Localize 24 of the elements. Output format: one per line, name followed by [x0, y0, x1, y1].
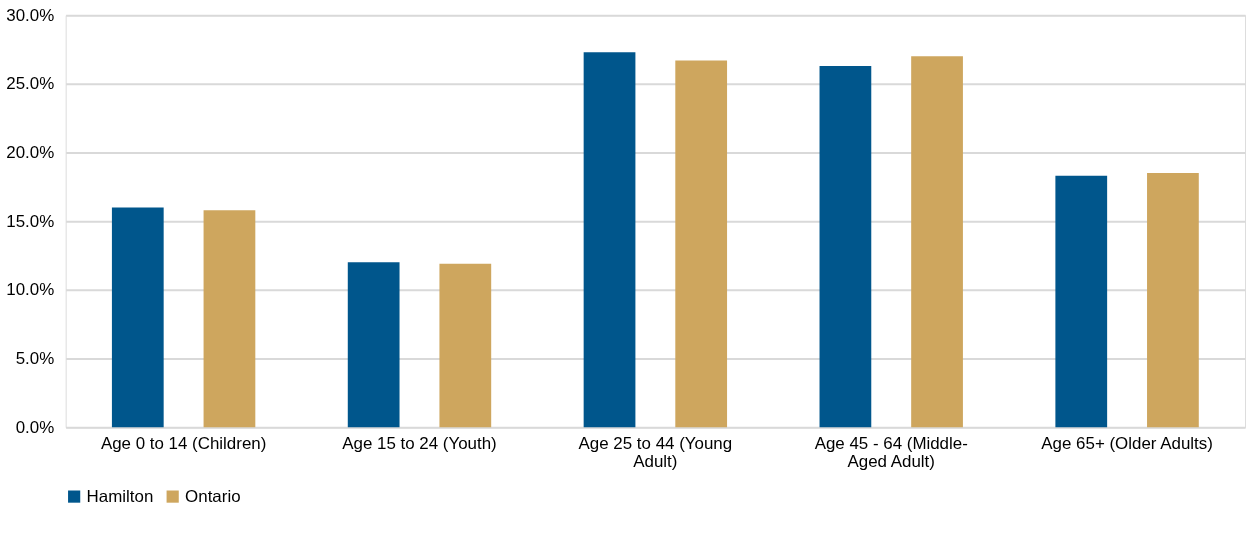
bar: [1147, 173, 1199, 428]
x-tick-label: Age 25 to 44 (Young Adult): [578, 433, 733, 472]
x-tick-label: Age 15 to 24 (Youth): [342, 433, 497, 453]
bar: [439, 263, 492, 428]
y-tick-label: 0.0%: [15, 417, 55, 437]
y-tick-label: 5.0%: [15, 348, 55, 368]
legend-label: Ontario: [185, 486, 241, 506]
x-tick-label: Age 65+ (Older Adults): [1041, 433, 1213, 453]
x-tick-label: Age 45 - 64 (Middle-Aged Adult): [814, 433, 968, 472]
bar: [675, 60, 728, 428]
y-tick-label: 30.0%: [6, 5, 55, 25]
bar: [911, 56, 963, 428]
bar: [583, 52, 636, 428]
y-tick-label: 20.0%: [6, 142, 55, 162]
legend-label: Hamilton: [86, 486, 154, 506]
y-tick-label: 15.0%: [6, 211, 55, 231]
bar: [819, 65, 872, 428]
bar: [203, 210, 256, 428]
bar: [347, 262, 400, 428]
bar: [1055, 175, 1108, 428]
y-tick-label: 25.0%: [6, 74, 55, 94]
y-tick-label: 10.0%: [6, 280, 55, 300]
bar: [111, 207, 164, 428]
x-tick-label: Age 0 to 14 (Children): [100, 433, 267, 453]
